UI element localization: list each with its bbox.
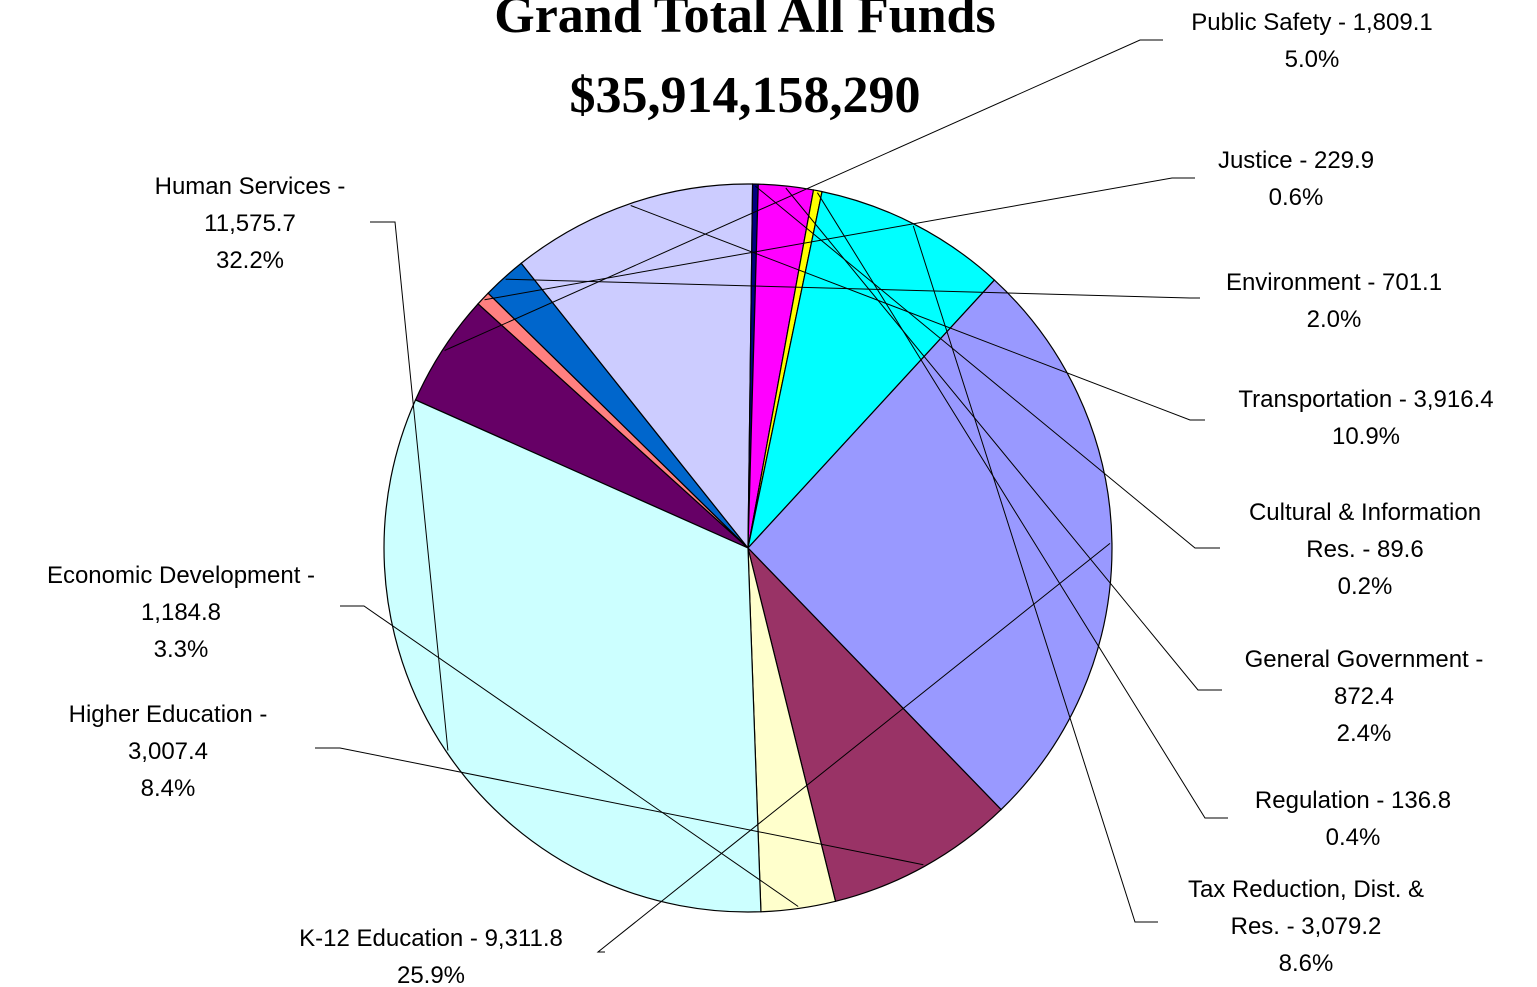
slice-label: Economic Development - 1,184.8 3.3%	[47, 562, 315, 663]
slice-labels: Public Safety - 1,809.1 5.0% Justice - 229…	[47, 9, 1494, 987]
slice-label: Transportation - 3,916.4 10.9%	[1238, 386, 1493, 450]
slice-label: General Government - 872.4 2.4%	[1245, 646, 1484, 747]
slice-label-line: Environment - 701.1	[1226, 269, 1442, 296]
slice-label-line: Tax Reduction, Dist. &	[1188, 876, 1424, 903]
leader-line	[340, 605, 799, 907]
slice-percent: 0.2%	[1338, 573, 1393, 600]
slice-label-line: Justice - 229.9	[1218, 147, 1374, 174]
leader-line	[505, 278, 1200, 299]
leader-lines	[315, 39, 1228, 953]
slice-label: Environment - 701.1 2.0%	[1226, 269, 1442, 333]
leader-line	[630, 205, 1205, 421]
slice-label: Higher Education - 3,007.4 8.4%	[69, 701, 268, 802]
slice-label-line: K-12 Education - 9,311.8	[299, 925, 563, 952]
slice-label-line: 872.4	[1334, 683, 1394, 710]
slice-label-line: Regulation - 136.8	[1255, 787, 1451, 814]
slice-label: Justice - 229.9 0.6%	[1218, 147, 1374, 211]
leader-line	[315, 747, 924, 866]
slice-label-line: Economic Development -	[47, 562, 315, 589]
leader-line	[912, 225, 1158, 923]
leader-line	[444, 39, 1163, 351]
slice-percent: 0.6%	[1269, 184, 1324, 211]
slice-percent: 8.6%	[1279, 950, 1334, 977]
pie-slice-human-services	[383, 399, 762, 913]
slice-label-line: 1,184.8	[141, 599, 221, 626]
slice-percent: 8.4%	[141, 775, 196, 802]
slice-percent: 10.9%	[1332, 423, 1400, 450]
slice-percent: 0.4%	[1326, 824, 1381, 851]
chart-subtitle: $35,914,158,290	[570, 67, 921, 124]
slice-label: Regulation - 136.8 0.4%	[1255, 787, 1451, 851]
slice-label-line: Higher Education -	[69, 701, 268, 728]
leader-line	[484, 177, 1195, 301]
slice-percent: 25.9%	[397, 962, 465, 987]
slice-percent: 5.0%	[1285, 46, 1340, 73]
slice-label-line: 3,007.4	[128, 738, 208, 765]
slice-percent: 2.4%	[1337, 720, 1392, 747]
chart-title: Grand Total All Funds	[494, 0, 995, 44]
slice-label-line: Res. - 89.6	[1306, 536, 1423, 563]
leader-line	[370, 221, 449, 751]
leader-line	[596, 543, 1111, 953]
slice-label: Human Services - 11,575.7 32.2%	[155, 173, 346, 274]
slice-label-line: Public Safety - 1,809.1	[1191, 9, 1432, 36]
slice-percent: 32.2%	[216, 247, 284, 274]
pie-slice-transportation	[520, 183, 754, 550]
slice-label: K-12 Education - 9,311.8 25.9%	[299, 925, 563, 987]
slice-label-line: 11,575.7	[204, 210, 296, 237]
pie-slices	[383, 183, 1113, 913]
slice-label-line: Res. - 3,079.2	[1231, 913, 1382, 940]
slice-label-line: Cultural & Information	[1249, 499, 1481, 526]
slice-label: Public Safety - 1,809.1 5.0%	[1191, 9, 1432, 73]
slice-label-line: Transportation - 3,916.4	[1238, 386, 1493, 413]
pie-slice-tax-reduction-dist-res	[746, 190, 996, 551]
leader-line	[785, 187, 1222, 691]
slice-percent: 3.3%	[154, 636, 209, 663]
slice-label: Tax Reduction, Dist. & Res. - 3,079.2 8.6%	[1188, 876, 1424, 977]
pie-slice-higher-education	[746, 545, 1002, 903]
pie-slice-k-12-education	[747, 279, 1113, 811]
slice-label-line: Human Services -	[155, 173, 346, 200]
slice-label-line: General Government -	[1245, 646, 1484, 673]
leader-line	[816, 192, 1228, 819]
slice-label: Cultural & Information Res. - 89.6 0.2%	[1249, 499, 1481, 600]
leader-line	[755, 185, 1220, 549]
slice-percent: 2.0%	[1307, 306, 1362, 333]
